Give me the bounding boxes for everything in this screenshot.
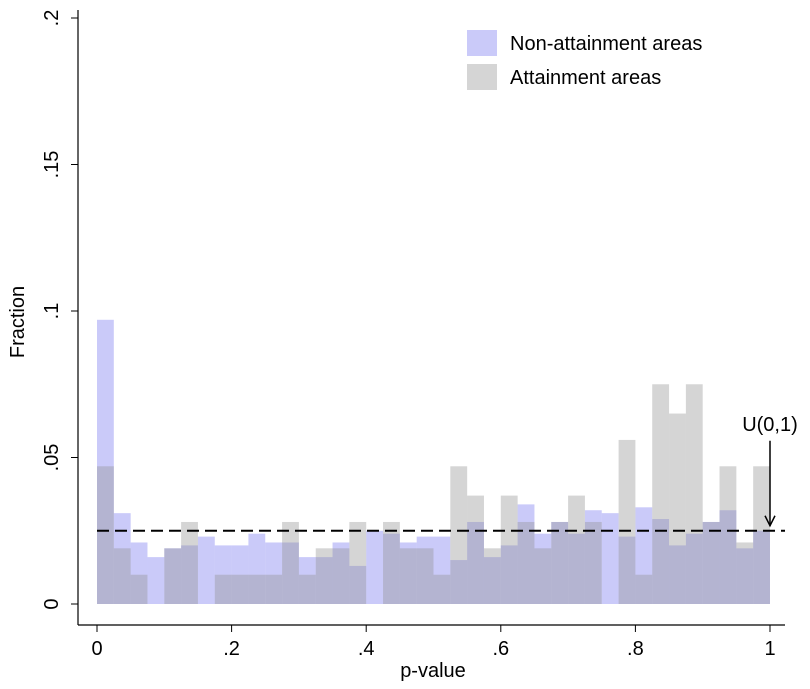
legend-label: Non-attainment areas — [510, 33, 702, 55]
histogram-bar — [97, 319, 114, 604]
x-tick-label: 0 — [91, 638, 102, 660]
x-axis-label: p-value — [400, 660, 466, 682]
histogram-bar — [97, 466, 114, 604]
histogram-bar — [467, 495, 484, 604]
histogram-bar — [315, 557, 333, 604]
histogram-bar — [568, 495, 585, 604]
histogram-bar — [298, 557, 316, 604]
histogram-bar — [753, 530, 770, 604]
y-tick-label: .05 — [41, 444, 63, 472]
histogram-bar — [736, 542, 754, 604]
histogram-bar — [366, 530, 384, 604]
histogram-bar — [517, 504, 535, 604]
histogram-bar — [601, 513, 619, 604]
histogram-bar — [113, 513, 131, 604]
histogram-bar — [702, 521, 720, 604]
histogram-bar — [568, 533, 585, 604]
histogram-bar — [483, 557, 501, 604]
histogram-bar — [383, 521, 400, 604]
histogram-bar — [685, 384, 703, 604]
histogram-bar — [164, 548, 182, 604]
y-axis-label: Fraction — [7, 286, 29, 358]
histogram-bar — [517, 521, 535, 604]
histogram-bar — [450, 466, 468, 604]
histogram-bar — [467, 521, 484, 604]
legend-swatch — [467, 64, 497, 90]
histogram-bar — [669, 545, 686, 604]
histogram-bar — [349, 521, 367, 604]
x-tick-label: .4 — [358, 638, 375, 660]
histogram-bar — [753, 466, 770, 604]
histogram-bar — [282, 521, 299, 604]
histogram-bar — [265, 574, 283, 604]
histogram-bar — [635, 574, 653, 604]
histogram-bar — [265, 542, 283, 604]
histogram-bar — [416, 536, 434, 604]
histogram-bar — [399, 542, 417, 604]
histogram-bar — [719, 466, 737, 604]
histogram-bar — [349, 565, 367, 604]
histogram-bar — [618, 536, 636, 604]
annotation-arrowhead — [764, 515, 776, 528]
y-tick-label: .1 — [41, 303, 63, 320]
histogram-bar — [584, 510, 602, 604]
histogram-bar — [618, 439, 636, 604]
histogram-bar — [383, 533, 400, 604]
legend-swatch — [467, 30, 497, 56]
histogram-bar — [399, 548, 417, 604]
histogram-bar — [282, 542, 299, 604]
histogram-bar — [231, 545, 249, 604]
x-tick-label: 1 — [764, 638, 775, 660]
histogram-bar — [130, 542, 148, 604]
histogram-bar — [332, 542, 350, 604]
histogram-bar — [450, 560, 468, 604]
x-tick-label: .8 — [627, 638, 644, 660]
histogram-bar — [416, 548, 434, 604]
histogram-bar — [483, 548, 501, 604]
histogram-bar — [298, 574, 316, 604]
histogram-bar — [181, 545, 198, 604]
histogram-bar — [197, 536, 215, 604]
y-tick-label: .15 — [41, 151, 63, 179]
histogram-bar — [534, 548, 552, 604]
histogram-bar — [315, 548, 333, 604]
histogram-bar — [248, 574, 266, 604]
histogram-bar — [130, 574, 148, 604]
histogram-bar — [652, 384, 670, 604]
histogram-bar — [248, 533, 266, 604]
histogram-bar — [685, 533, 703, 604]
histogram-bar — [113, 548, 131, 604]
histogram-bar — [719, 510, 737, 604]
x-tick-label: .2 — [223, 638, 240, 660]
histogram-bar — [551, 521, 569, 604]
histogram-bar — [164, 548, 182, 604]
histogram-bar — [702, 521, 720, 604]
histogram-bar — [332, 548, 350, 604]
histogram-bar — [147, 557, 165, 604]
histogram-bar — [669, 413, 686, 604]
histogram-bar — [500, 545, 518, 604]
y-tick-label: 0 — [41, 598, 63, 609]
histogram-bar — [584, 521, 602, 604]
x-tick-label: .6 — [492, 638, 509, 660]
histogram-bar — [534, 533, 552, 604]
histogram-bar — [433, 536, 451, 604]
histogram-bar — [214, 574, 232, 604]
histogram-bar — [500, 495, 518, 604]
histogram-bar — [181, 521, 198, 604]
histogram-bar — [214, 545, 232, 604]
histogram-bar — [652, 519, 670, 604]
histogram-bar — [433, 574, 451, 604]
histogram-bar — [231, 574, 249, 604]
histogram-bar — [736, 548, 754, 604]
legend-label: Attainment areas — [510, 67, 661, 89]
y-tick-label: .2 — [41, 10, 63, 27]
histogram-bar — [551, 521, 569, 604]
reference-label: U(0,1) — [742, 414, 798, 436]
